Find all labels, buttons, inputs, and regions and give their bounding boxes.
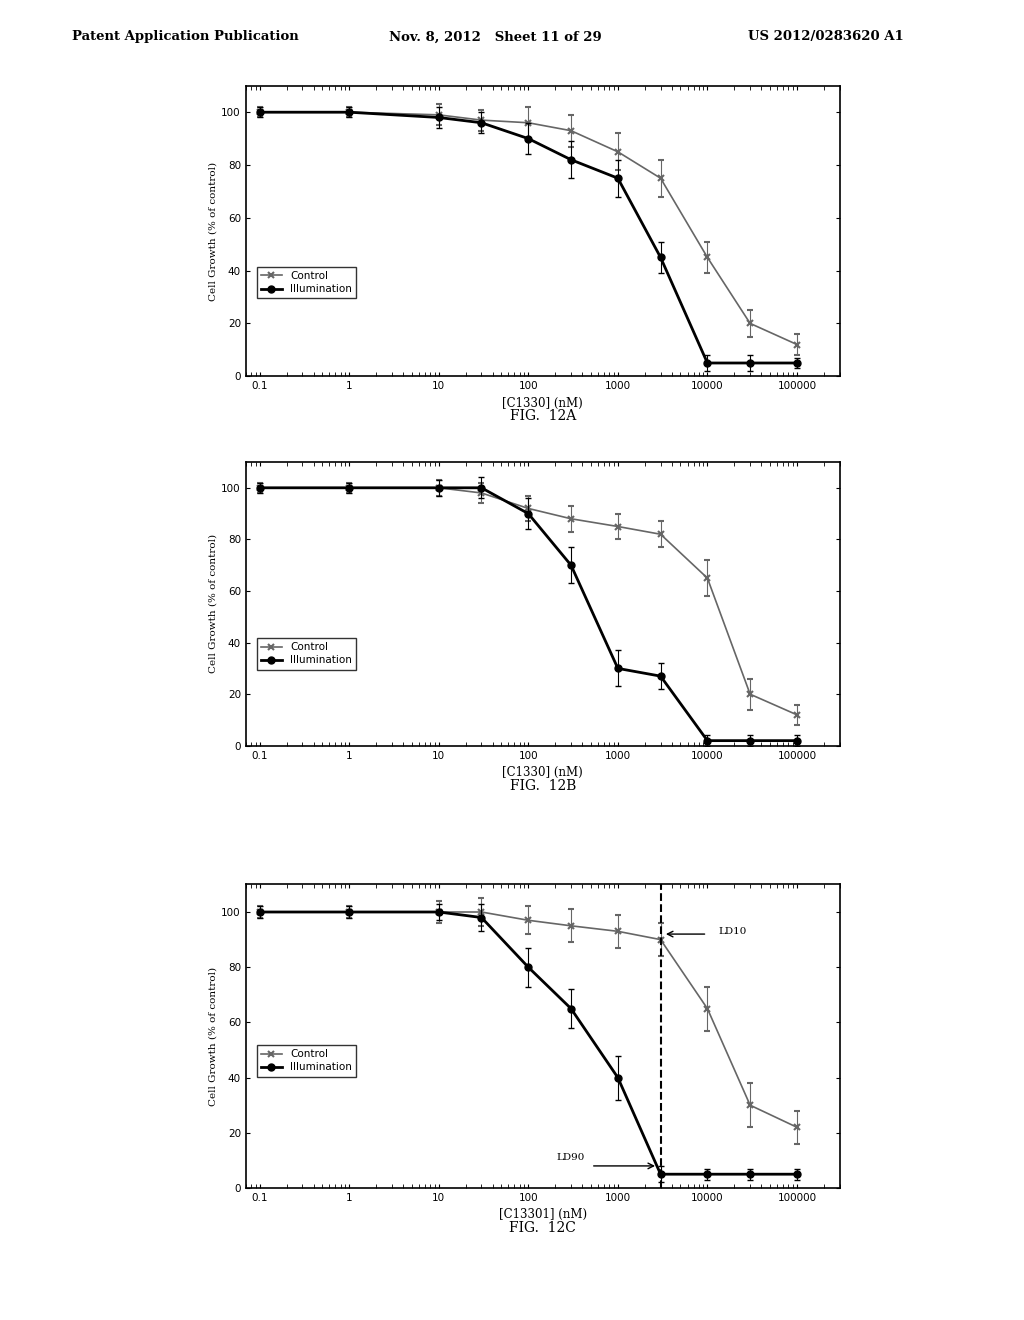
Legend: Control, Illumination: Control, Illumination (257, 1045, 356, 1077)
Y-axis label: Cell Growth (% of control): Cell Growth (% of control) (208, 161, 217, 301)
Y-axis label: Cell Growth (% of control): Cell Growth (% of control) (208, 535, 217, 673)
Text: US 2012/0283620 A1: US 2012/0283620 A1 (748, 30, 903, 44)
X-axis label: [C1330] (nM): [C1330] (nM) (503, 396, 583, 409)
X-axis label: [C1330] (nM): [C1330] (nM) (503, 766, 583, 779)
Text: FIG.  12C: FIG. 12C (509, 1221, 577, 1236)
Y-axis label: Cell Growth (% of control): Cell Growth (% of control) (208, 966, 217, 1106)
Text: LD90: LD90 (556, 1154, 585, 1163)
Legend: Control, Illumination: Control, Illumination (257, 267, 356, 298)
Text: FIG.  12B: FIG. 12B (510, 779, 575, 793)
X-axis label: [C13301] (nM): [C13301] (nM) (499, 1208, 587, 1221)
Legend: Control, Illumination: Control, Illumination (257, 638, 356, 669)
Text: FIG.  12A: FIG. 12A (510, 409, 575, 424)
Text: Nov. 8, 2012   Sheet 11 of 29: Nov. 8, 2012 Sheet 11 of 29 (389, 30, 602, 44)
Text: LD10: LD10 (718, 927, 746, 936)
Text: Patent Application Publication: Patent Application Publication (72, 30, 298, 44)
